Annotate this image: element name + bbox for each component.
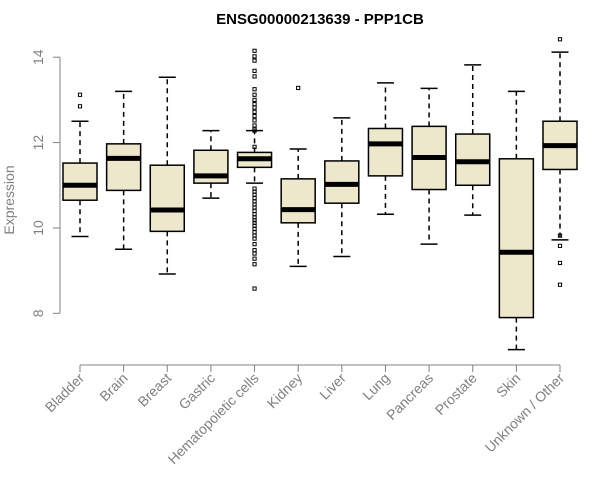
outlier-point [252, 128, 257, 133]
box-breast [149, 76, 186, 275]
x-tick-label: Skin [493, 370, 524, 401]
x-tick-label: Lung [359, 370, 392, 403]
outlier-point [252, 118, 257, 123]
outlier-point [252, 236, 257, 241]
x-tick-label: Bladder [42, 370, 88, 416]
outlier-point [557, 37, 563, 42]
outlier-point [252, 195, 257, 201]
outlier-point [252, 58, 257, 63]
outlier-point [252, 286, 257, 291]
outlier-point [252, 48, 257, 53]
outlier-point [252, 87, 257, 92]
outlier-point [252, 74, 257, 79]
y-axis: 8 10 12 14 [30, 49, 61, 317]
box-pancreas [411, 87, 447, 245]
outlier-point [252, 92, 257, 97]
outlier-point [252, 105, 257, 110]
y-tick-label: 10 [30, 220, 46, 236]
outlier-point [252, 242, 257, 247]
box-iqr [498, 158, 535, 319]
x-tick-label: Brain [96, 370, 130, 404]
outlier-point [77, 92, 83, 97]
outlier-point [252, 109, 257, 114]
y-tick-label: 8 [30, 309, 46, 317]
outlier-point [557, 243, 563, 248]
outlier-point [252, 218, 257, 223]
box-bladder [62, 92, 98, 238]
box-iqr [149, 164, 186, 233]
outlier-point [296, 85, 301, 91]
outlier-point [252, 230, 257, 235]
box-lung [367, 82, 404, 216]
outlier-point [557, 260, 563, 266]
x-tick-label: Breast [134, 370, 174, 410]
outlier-point [252, 256, 257, 261]
outlier-point [252, 262, 257, 267]
outlier-point [252, 208, 257, 213]
box-unknown-other [542, 37, 578, 287]
x-tick-label: Prostate [432, 370, 480, 418]
y-tick-label: 14 [30, 49, 46, 65]
outlier-point [252, 248, 257, 253]
outlier-point [252, 205, 257, 210]
outlier-point [557, 233, 563, 238]
box-hematopoietic-cells [236, 48, 273, 291]
outlier-point [252, 226, 257, 231]
chart-title: ENSG00000213639 - PPP1CB [216, 11, 424, 28]
outlier-point [252, 97, 257, 102]
outlier-point [252, 251, 257, 256]
boxes-group [62, 37, 578, 351]
x-tick-label: Pancreas [383, 370, 436, 423]
box-kidney [280, 85, 316, 268]
y-axis-label: Expression [1, 165, 17, 234]
box-iqr [105, 143, 142, 192]
box-brain [105, 90, 142, 251]
x-tick-label: Unknown / Other [482, 370, 568, 456]
box-iqr [367, 127, 404, 177]
outlier-point [252, 102, 257, 107]
box-liver [324, 117, 360, 258]
outlier-point [252, 144, 257, 149]
y-tick-label: 12 [30, 135, 46, 151]
box-gastric [193, 129, 229, 199]
outlier-point [252, 68, 257, 73]
outlier-point [252, 192, 257, 197]
x-tick-label: Liver [316, 370, 349, 403]
x-tick-label: Gastric [175, 370, 218, 413]
x-tick-label: Kidney [264, 370, 306, 412]
outlier-point [252, 114, 257, 119]
outlier-point [252, 123, 257, 128]
outlier-point [252, 54, 257, 59]
box-prostate [454, 64, 491, 216]
outlier-point [77, 104, 83, 109]
box-iqr [62, 162, 98, 201]
outlier-point [557, 282, 563, 287]
box-iqr [280, 178, 316, 224]
box-skin [498, 90, 535, 351]
